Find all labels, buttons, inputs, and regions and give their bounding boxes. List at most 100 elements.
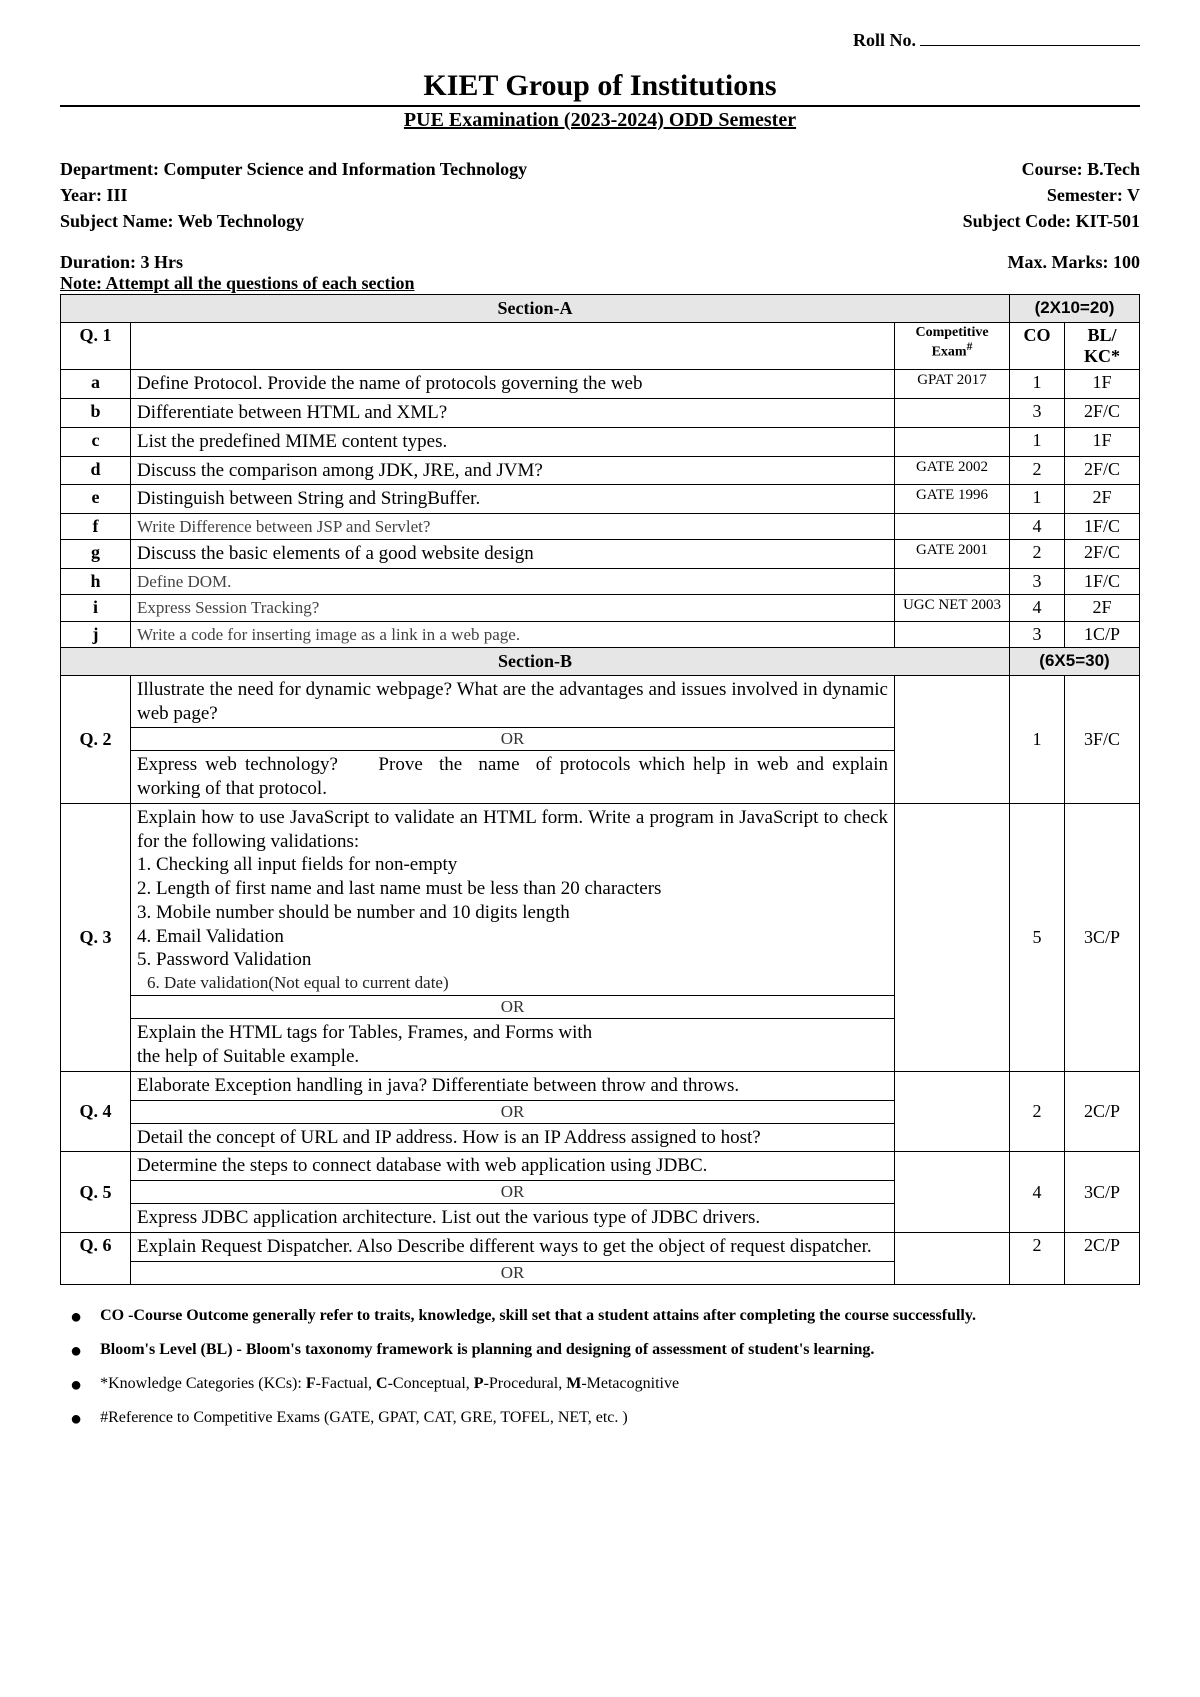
bullet-icon: ● xyxy=(70,1307,82,1327)
co-value: 4 xyxy=(1010,595,1065,621)
section-b-header: Section-B (6X5=30) xyxy=(61,647,1140,675)
question-text: Express Session Tracking? xyxy=(131,595,895,621)
sub-question-id: a xyxy=(61,370,131,399)
table-row: hDefine DOM.31F/C xyxy=(61,569,1140,595)
co-value: 1 xyxy=(1010,427,1065,456)
q4-num: Q. 4 xyxy=(61,1071,131,1152)
co-value: 1 xyxy=(1010,485,1065,514)
co-value: 3 xyxy=(1010,621,1065,647)
co-value: 1 xyxy=(1010,370,1065,399)
q5-or: OR xyxy=(131,1181,895,1204)
footnote-3: *Knowledge Categories (KCs): F-Factual, … xyxy=(100,1375,679,1393)
q3-num: Q. 3 xyxy=(61,803,131,1071)
exam-ref: GPAT 2017 xyxy=(895,370,1010,399)
sub-question-id: d xyxy=(61,456,131,485)
sub-question-id: b xyxy=(61,399,131,428)
question-text: Define DOM. xyxy=(131,569,895,595)
bl-value: 2F/C xyxy=(1065,456,1140,485)
table-row: gDiscuss the basic elements of a good we… xyxy=(61,540,1140,569)
exam-ref xyxy=(895,427,1010,456)
q5-row: Q. 5 Determine the steps to connect data… xyxy=(61,1152,1140,1181)
exam-ref: GATE 2002 xyxy=(895,456,1010,485)
section-b-marks: (6X5=30) xyxy=(1010,647,1140,675)
question-text: Write a code for inserting image as a li… xyxy=(131,621,895,647)
section-a-label: Section-A xyxy=(61,295,1010,323)
question-text: Define Protocol. Provide the name of pro… xyxy=(131,370,895,399)
footnote-1: CO -Course Outcome generally refer to tr… xyxy=(100,1307,976,1325)
bullet-icon: ● xyxy=(70,1409,82,1429)
q6-row: Q. 6 Explain Request Dispatcher. Also De… xyxy=(61,1232,1140,1261)
exam-ref: UGC NET 2003 xyxy=(895,595,1010,621)
q3-or: OR xyxy=(131,996,895,1019)
exam-table: Section-A (2X10=20) Q. 1 Competitive Exa… xyxy=(60,294,1140,1284)
q5-co: 4 xyxy=(1010,1152,1065,1233)
q2-num: Q. 2 xyxy=(61,675,131,803)
bl-value: 1F xyxy=(1065,427,1140,456)
duration: Duration: 3 Hrs xyxy=(60,252,183,273)
max-marks: Max. Marks: 100 xyxy=(1008,252,1140,273)
sub-question-id: c xyxy=(61,427,131,456)
institution-title: KIET Group of Institutions xyxy=(60,69,1140,103)
footnote-4: #Reference to Competitive Exams (GATE, G… xyxy=(100,1409,628,1427)
table-row: iExpress Session Tracking?UGC NET 200342… xyxy=(61,595,1140,621)
footnotes: ● CO -Course Outcome generally refer to t… xyxy=(60,1307,1140,1429)
subject-code: Subject Code: KIT-501 xyxy=(963,208,1140,234)
semester: Semester: V xyxy=(1047,182,1140,208)
q6-part1: Explain Request Dispatcher. Also Describ… xyxy=(131,1232,895,1261)
section-b-label: Section-B xyxy=(61,647,1010,675)
q6-co: 2 xyxy=(1010,1232,1065,1284)
sub-question-id: f xyxy=(61,514,131,540)
head-bl: BL/ KC* xyxy=(1065,323,1140,370)
q5-bl: 3C/P xyxy=(1065,1152,1140,1233)
q4-co: 2 xyxy=(1010,1071,1065,1152)
q2-or: OR xyxy=(131,728,895,751)
table-row: aDefine Protocol. Provide the name of pr… xyxy=(61,370,1140,399)
exam-ref xyxy=(895,569,1010,595)
bl-value: 1C/P xyxy=(1065,621,1140,647)
sub-question-id: h xyxy=(61,569,131,595)
question-text: List the predefined MIME content types. xyxy=(131,427,895,456)
question-text: Distinguish between String and StringBuf… xyxy=(131,485,895,514)
year: Year: III xyxy=(60,182,128,208)
table-row: jWrite a code for inserting image as a l… xyxy=(61,621,1140,647)
footnote-2: Bloom's Level (BL) - Bloom's taxonomy fr… xyxy=(100,1341,874,1359)
q4-row: Q. 4 Elaborate Exception handling in jav… xyxy=(61,1071,1140,1100)
co-value: 3 xyxy=(1010,569,1065,595)
q4-part2: Detail the concept of URL and IP address… xyxy=(131,1123,895,1152)
table-row: bDifferentiate between HTML and XML? 32F/… xyxy=(61,399,1140,428)
roll-no-label: Roll No. xyxy=(853,30,916,50)
q2-co: 1 xyxy=(1010,675,1065,803)
table-row: dDiscuss the comparison among JDK, JRE, … xyxy=(61,456,1140,485)
course: Course: B.Tech xyxy=(1022,156,1140,182)
table-row: fWrite Difference between JSP and Servle… xyxy=(61,514,1140,540)
q2-part1: Illustrate the need for dynamic webpage?… xyxy=(131,675,895,728)
bl-value: 2F/C xyxy=(1065,399,1140,428)
q2-part2: Express web technology? Prove the name o… xyxy=(131,751,895,804)
sub-question-id: g xyxy=(61,540,131,569)
sub-question-id: e xyxy=(61,485,131,514)
q3-bl: 3C/P xyxy=(1065,803,1140,1071)
co-value: 2 xyxy=(1010,540,1065,569)
q4-part1: Elaborate Exception handling in java? Di… xyxy=(131,1071,895,1100)
q4-bl: 2C/P xyxy=(1065,1071,1140,1152)
head-co: CO xyxy=(1010,323,1065,370)
subject-name: Subject Name: Web Technology xyxy=(60,208,304,234)
q3-part1: Explain how to use JavaScript to validat… xyxy=(131,803,895,996)
q6-num: Q. 6 xyxy=(61,1232,131,1284)
bullet-icon: ● xyxy=(70,1375,82,1395)
q4-or: OR xyxy=(131,1100,895,1123)
q3-row: Q. 3 Explain how to use JavaScript to va… xyxy=(61,803,1140,996)
question-text: Discuss the comparison among JDK, JRE, a… xyxy=(131,456,895,485)
department: Department: Computer Science and Informa… xyxy=(60,156,527,182)
co-value: 2 xyxy=(1010,456,1065,485)
bl-value: 2F/C xyxy=(1065,540,1140,569)
head-exam: Competitive Exam# xyxy=(895,323,1010,370)
question-text: Differentiate between HTML and XML? xyxy=(131,399,895,428)
table-row: eDistinguish between String and StringBu… xyxy=(61,485,1140,514)
table-row: cList the predefined MIME content types.… xyxy=(61,427,1140,456)
bl-value: 2F xyxy=(1065,595,1140,621)
exam-ref xyxy=(895,621,1010,647)
question-text: Discuss the basic elements of a good web… xyxy=(131,540,895,569)
section-a-marks: (2X10=20) xyxy=(1010,295,1140,323)
co-value: 3 xyxy=(1010,399,1065,428)
